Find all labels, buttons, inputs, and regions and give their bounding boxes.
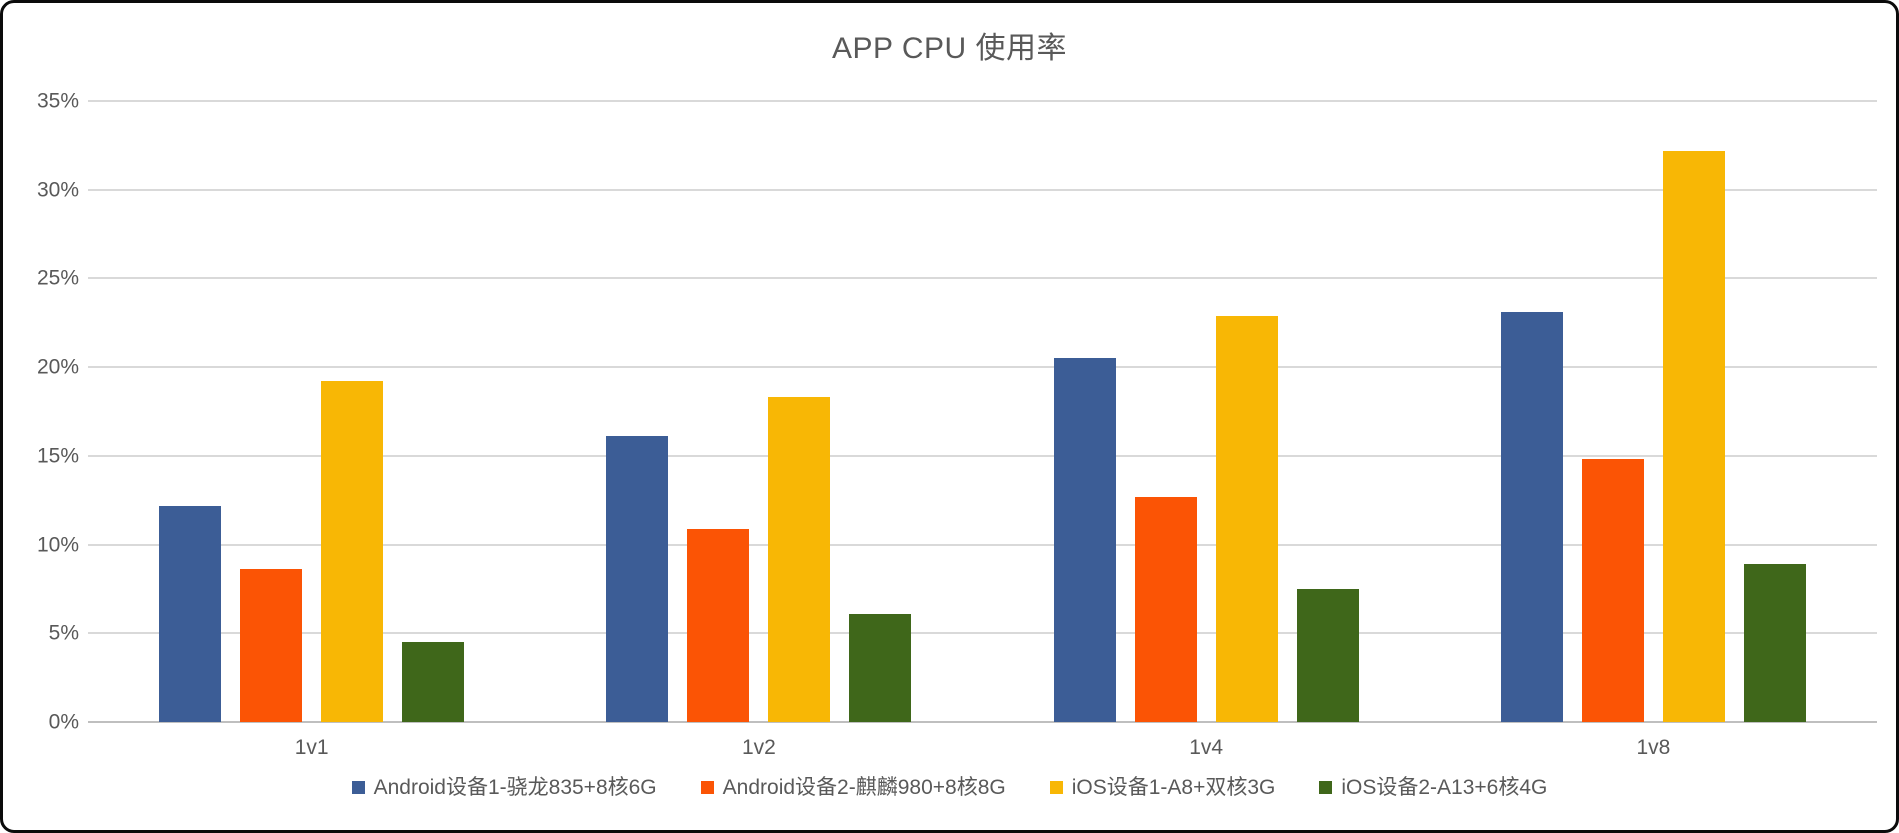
bar-1v4-series-0	[1053, 358, 1116, 722]
legend-item-0: Android设备1-骁龙835+8核6G	[351, 776, 657, 799]
gridline-5	[88, 632, 1877, 635]
x-category-label-1v1: 1v1	[294, 736, 329, 759]
plot-area	[88, 100, 1877, 723]
bar-1v1-series-0	[159, 505, 222, 722]
bar-1v2-series-1	[687, 528, 750, 722]
gridline-15	[88, 454, 1877, 457]
x-axis-category-labels: 1v1 1v2 1v4 1v8	[88, 736, 1877, 760]
bar-1v4-series-1	[1134, 496, 1197, 722]
legend-label: iOS设备1-A8+双核3G	[1071, 776, 1276, 799]
bar-group-1v1	[88, 101, 535, 722]
legend-label: Android设备2-麒麟980+8核8G	[722, 776, 1006, 799]
x-axis-line	[88, 721, 1877, 723]
legend-item-3: iOS设备2-A13+6核4G	[1319, 777, 1547, 798]
x-category-label-1v8: 1v8	[1636, 736, 1671, 759]
bar-1v2-series-0	[606, 436, 669, 722]
legend-item-2: iOS设备1-A8+双核3G	[1049, 776, 1276, 799]
bar-group-1v2	[535, 101, 982, 722]
legend-label: iOS设备2-A13+6核4G	[1341, 776, 1548, 799]
bar-1v8-series-3	[1743, 564, 1806, 722]
y-axis-tick-labels: 0% 5% 10% 15% 20% 25% 30% 35%	[17, 91, 79, 733]
legend-item-1: Android设备2-麒麟980+8核8G	[700, 776, 1006, 799]
y-tick-label-25pct: 25%	[36, 266, 79, 290]
y-tick-label-10pct: 10%	[36, 533, 79, 557]
bar-1v8-series-2	[1662, 150, 1725, 722]
gridline-30	[88, 188, 1877, 191]
chart-title: APP CPU 使用率	[832, 32, 1067, 65]
y-tick-label-20pct: 20%	[36, 355, 79, 379]
bar-1v1-series-3	[402, 642, 465, 722]
bar-1v8-series-1	[1581, 459, 1644, 722]
x-category-label-1v2: 1v2	[741, 736, 776, 759]
bar-1v2-series-3	[849, 613, 912, 722]
bar-1v2-series-2	[768, 397, 831, 722]
gridline-20	[88, 366, 1877, 369]
y-tick-label-5pct: 5%	[48, 621, 79, 645]
legend-label: Android设备1-骁龙835+8核6G	[373, 776, 657, 799]
bar-1v1-series-2	[321, 381, 384, 722]
bar-1v4-series-3	[1296, 588, 1359, 722]
gridline-35	[88, 100, 1877, 102]
gridline-10	[88, 543, 1877, 546]
y-tick-label-30pct: 30%	[36, 178, 79, 202]
bar-groups	[88, 101, 1877, 722]
bar-group-1v4	[983, 101, 1430, 722]
legend-swatch-icon	[1319, 781, 1333, 794]
bar-1v8-series-0	[1500, 312, 1563, 722]
y-tick-label-15pct: 15%	[36, 444, 79, 468]
bar-1v1-series-1	[240, 569, 303, 722]
bar-group-1v8	[1430, 101, 1877, 722]
x-category-label-1v4: 1v4	[1189, 736, 1224, 759]
legend-swatch-icon	[351, 781, 365, 794]
y-tick-label-0pct: 0%	[48, 710, 79, 734]
legend: Android设备1-骁龙835+8核6G Android设备2-麒麟980+8核…	[3, 777, 1896, 798]
legend-swatch-icon	[1049, 781, 1063, 794]
legend-swatch-icon	[700, 781, 714, 794]
gridline-25	[88, 277, 1877, 280]
bar-1v4-series-2	[1215, 315, 1278, 722]
y-tick-label-35pct: 35%	[36, 89, 79, 113]
